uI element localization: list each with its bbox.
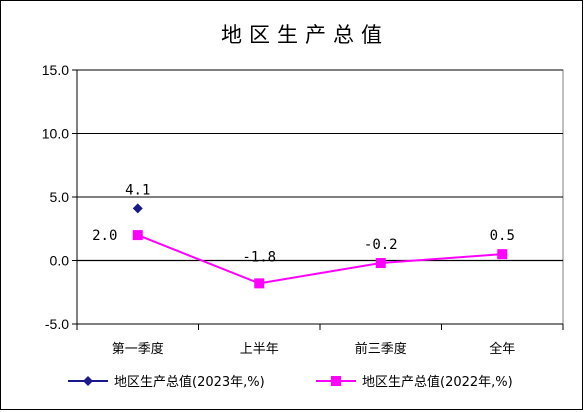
y-tick-label: -5.0 <box>45 316 69 332</box>
data-labels: 4.1 2.0 -1.8 -0.2 0.5 <box>92 182 515 265</box>
axes <box>72 69 564 330</box>
x-tick-label: 全年 <box>489 341 515 357</box>
data-label: -1.8 <box>242 249 276 265</box>
chart-title: 地区生产总值 <box>221 23 389 47</box>
data-point-diamond <box>132 203 143 214</box>
data-point-square <box>132 230 143 241</box>
legend-label: 地区生产总值(2023年,%) <box>114 374 265 390</box>
legend-marker-square <box>331 376 341 386</box>
data-point-square <box>375 258 386 269</box>
x-tick-labels: 第一季度 上半年 前三季度 全年 <box>112 341 516 357</box>
data-label: -0.2 <box>364 237 398 253</box>
data-point-square <box>497 249 508 260</box>
x-tick-label: 前三季度 <box>355 341 407 357</box>
y-tick-label: 5.0 <box>50 189 70 205</box>
series-marks <box>132 203 508 289</box>
y-tick-labels: 15.0 10.0 5.0 0.0 -5.0 <box>42 62 69 332</box>
legend-label: 地区生产总值(2022年,%) <box>362 374 513 390</box>
data-label: 2.0 <box>92 228 117 244</box>
legend: 地区生产总值(2023年,%) 地区生产总值(2022年,%) <box>68 374 513 390</box>
y-tick-label: 15.0 <box>42 62 69 78</box>
y-tick-label: 0.0 <box>50 253 70 269</box>
y-tick-label: 10.0 <box>42 126 69 142</box>
x-tick-label: 第一季度 <box>112 341 164 357</box>
data-label: 4.1 <box>125 182 150 198</box>
series-line <box>137 234 503 285</box>
data-label: 0.5 <box>490 228 515 244</box>
x-tick-label: 上半年 <box>240 342 279 357</box>
data-point-square <box>254 278 265 289</box>
legend-marker-diamond <box>83 376 93 386</box>
